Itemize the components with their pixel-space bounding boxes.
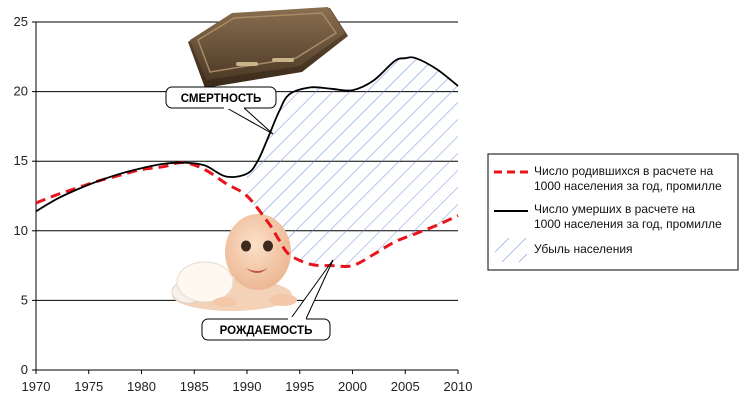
area-legend-label: Убыль населения <box>534 242 633 256</box>
y-tick-label: 25 <box>14 14 28 29</box>
x-tick-label: 2005 <box>391 379 420 394</box>
x-tick-label: 2000 <box>338 379 367 394</box>
deaths-series-line <box>35 56 459 213</box>
deaths-legend-label-1: Число умерших в расчете на <box>534 202 695 216</box>
y-tick-label: 10 <box>14 223 28 238</box>
legend-item-deaths: Число умерших в расчете на 1000 населени… <box>494 202 722 231</box>
y-tick-label: 5 <box>21 292 28 307</box>
x-tick-label: 2010 <box>444 379 473 394</box>
birth-rate-callout: РОЖДАЕМОСТЬ <box>201 259 334 341</box>
mortality-callout: СМЕРТНОСТЬ <box>165 86 277 135</box>
births-legend-label-1: Число родившихся в расчете на <box>534 164 713 178</box>
mortality-callout-label: СМЕРТНОСТЬ <box>181 93 262 105</box>
y-tick-label: 0 <box>21 362 28 377</box>
x-tick-label: 1980 <box>127 379 156 394</box>
axes <box>32 21 459 374</box>
legend: Число родившихся в расчете на 1000 насел… <box>487 153 739 271</box>
area-legend-swatch <box>495 238 527 262</box>
births-series-line <box>35 161 459 268</box>
x-tick-label: 1990 <box>233 379 262 394</box>
legend-item-births: Число родившихся в расчете на 1000 насел… <box>494 164 722 193</box>
births-legend-label-2: 1000 населения за год, промилле <box>534 179 722 193</box>
population-decline-area <box>247 58 458 266</box>
tick-labels: 0 5 10 15 20 25 1970 1975 1980 1985 1990 1995 2000 20… <box>14 14 473 394</box>
baby-photo <box>171 214 297 311</box>
deaths-legend-label-2: 1000 населения за год, промилле <box>534 217 722 231</box>
x-tick-label: 1985 <box>180 379 209 394</box>
coffin-icon <box>188 7 348 88</box>
birth-rate-callout-label: РОЖДАЕМОСТЬ <box>220 325 313 337</box>
x-tick-label: 1975 <box>74 379 103 394</box>
legend-item-area: Убыль населения <box>495 238 633 262</box>
x-tick-label: 1970 <box>22 379 51 394</box>
y-tick-label: 15 <box>14 153 28 168</box>
x-tick-label: 1995 <box>285 379 314 394</box>
y-tick-label: 20 <box>14 84 28 99</box>
